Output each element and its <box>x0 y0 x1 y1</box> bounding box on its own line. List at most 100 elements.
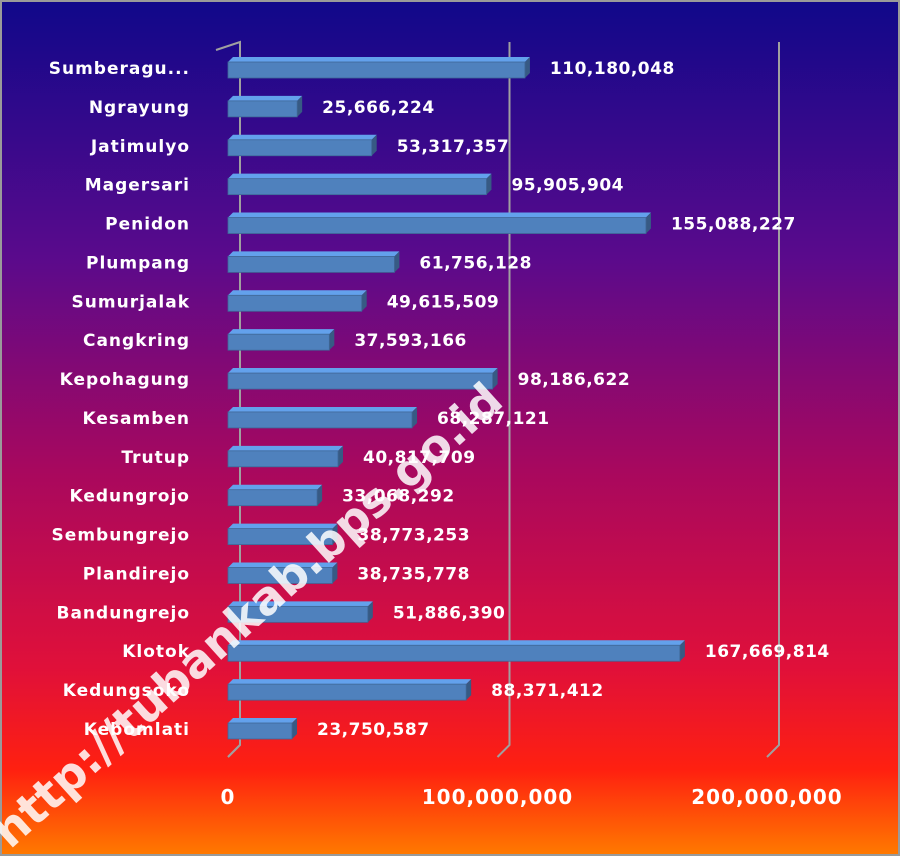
bar-top <box>228 601 373 607</box>
bar-side <box>361 290 367 312</box>
y-tick-label: Kedungrojo <box>69 487 190 507</box>
bar <box>227 605 369 623</box>
bar-side <box>371 134 377 156</box>
bar <box>227 333 330 351</box>
bar-top <box>228 251 400 257</box>
bar-side <box>679 640 685 662</box>
y-tick-label: Sumurjalak <box>72 292 190 312</box>
bar-side <box>524 57 530 78</box>
grid <box>215 40 780 758</box>
data-label: 33,068,292 <box>342 487 455 507</box>
bar <box>227 294 363 312</box>
data-label: 49,615,509 <box>387 292 500 312</box>
grid-line <box>766 42 780 758</box>
bar-top <box>228 329 335 335</box>
data-label: 40,817,709 <box>363 448 476 468</box>
bar-side <box>486 173 492 195</box>
y-tick-label: Magersari <box>85 176 190 196</box>
bar-top <box>228 368 498 374</box>
bar <box>227 178 487 196</box>
x-tick-label: 100,000,000 <box>422 785 573 809</box>
bar-top <box>228 406 418 412</box>
bar-side <box>338 445 344 467</box>
bar-top <box>228 57 530 62</box>
grid-line <box>227 42 241 758</box>
data-label: 98,186,622 <box>518 370 631 390</box>
y-tick-label: Kebomlati <box>84 720 190 740</box>
data-label: 37,593,166 <box>354 331 467 351</box>
bar <box>227 256 395 273</box>
bar-side <box>645 212 651 234</box>
data-label: 61,756,128 <box>419 253 532 273</box>
data-label: 95,905,904 <box>511 176 624 196</box>
data-label: 38,735,778 <box>357 564 470 584</box>
y-tick-label: Plandirejo <box>83 564 190 584</box>
bar <box>227 489 318 507</box>
bar-side <box>332 562 338 584</box>
y-tick-label: Cangkring <box>83 331 190 351</box>
bar-side <box>317 484 323 506</box>
bar-top <box>228 134 377 140</box>
bar <box>227 61 526 79</box>
y-tick-label: Trutup <box>121 448 190 468</box>
bar <box>227 450 339 468</box>
y-tick-label: Kedungsoko <box>63 681 190 701</box>
bar <box>227 567 333 584</box>
bar <box>227 100 298 118</box>
y-tick-label: Ngrayung <box>89 98 190 118</box>
data-label: 155,088,227 <box>671 215 796 235</box>
bar-side <box>394 251 400 273</box>
bar-side <box>412 406 418 428</box>
data-label: 38,773,253 <box>357 526 470 546</box>
bar-top <box>228 290 367 296</box>
data-label: 51,886,390 <box>393 603 506 623</box>
data-label: 23,750,587 <box>317 720 430 740</box>
x-tick-label: 0 <box>221 785 236 809</box>
y-tick-label: Kepohagung <box>60 370 190 390</box>
bar-top <box>228 445 344 451</box>
bar-top <box>228 484 323 490</box>
bar-side <box>297 95 303 117</box>
bar-side <box>332 523 338 545</box>
data-label: 53,317,357 <box>397 137 510 157</box>
bar-top <box>228 640 685 646</box>
bar <box>227 528 333 545</box>
y-tick-label: Bandungrejo <box>57 603 191 623</box>
y-tick-label: Sembungrejo <box>52 526 190 546</box>
y-tick-label: Klotok <box>122 642 190 662</box>
y-tick-label: Penidon <box>105 215 190 235</box>
bar <box>227 411 413 429</box>
data-label: 25,666,224 <box>322 98 435 118</box>
bars <box>227 57 685 740</box>
bar-top <box>228 562 338 568</box>
labels: 0 100,000,000 200,000,000 Sumberagu... 110,1… <box>49 59 842 809</box>
bar-side <box>466 679 472 701</box>
data-label: 167,669,814 <box>705 642 830 662</box>
bar-top <box>228 718 298 723</box>
bar <box>227 683 467 701</box>
bar-top <box>228 679 472 685</box>
bar-top <box>228 95 303 101</box>
y-tick-label: Plumpang <box>86 253 190 273</box>
y-tick-label: Kesamben <box>82 409 190 429</box>
data-label: 88,371,412 <box>491 681 604 701</box>
bar-side <box>329 329 335 351</box>
x-tick-label: 200,000,000 <box>691 785 842 809</box>
data-label: 68,287,121 <box>437 409 550 429</box>
bar <box>227 722 293 740</box>
data-label: 110,180,048 <box>550 59 675 79</box>
grid-line <box>496 42 511 758</box>
bar-top <box>228 212 651 218</box>
bar <box>227 644 681 662</box>
y-tick-label: Jatimulyo <box>90 137 190 157</box>
bar <box>227 217 647 234</box>
bar-top <box>228 173 492 179</box>
bar-side <box>292 718 298 739</box>
bar <box>227 139 373 157</box>
bar-top <box>228 523 338 529</box>
y-tick-label: Sumberagu... <box>49 59 190 79</box>
bar <box>227 372 494 390</box>
bar-side <box>367 601 373 623</box>
